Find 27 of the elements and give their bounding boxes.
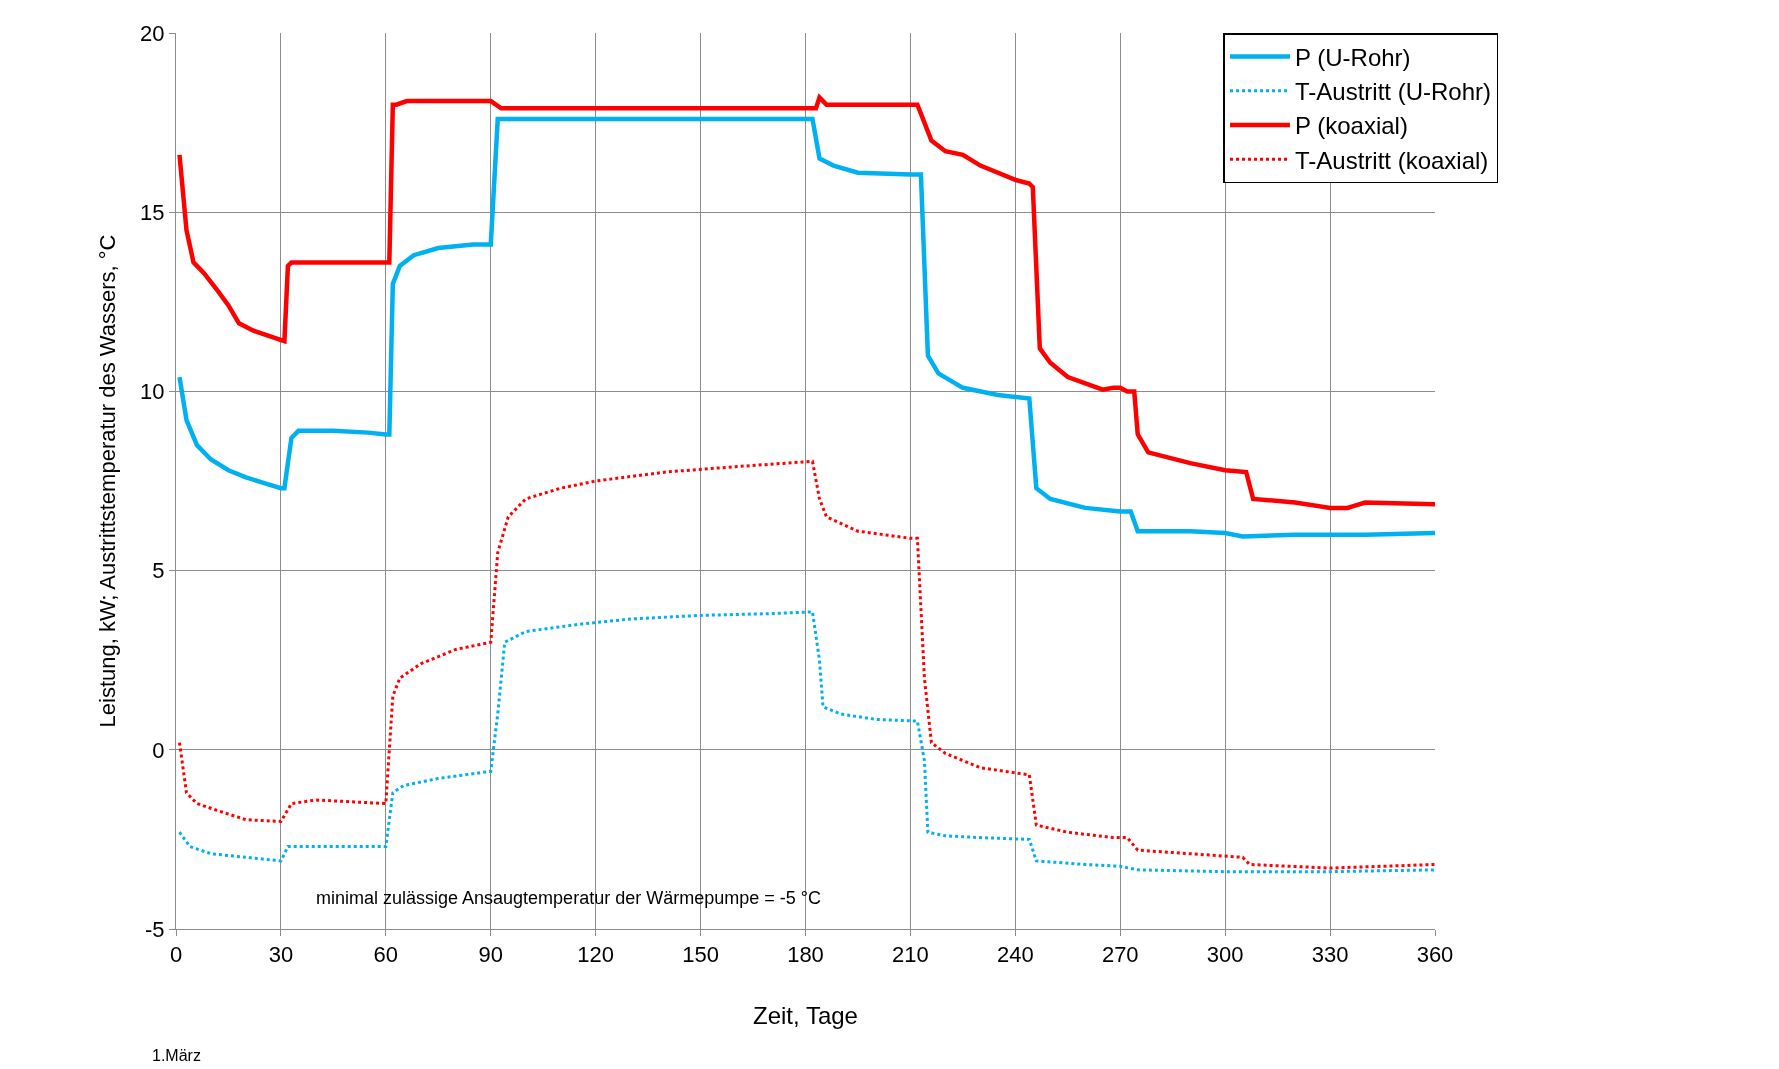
x-tick-label: 270 [1101,942,1139,968]
x-tick-label: 330 [1311,942,1349,968]
y-tick-label: 20 [140,20,165,46]
legend-label: T-Austritt (U-Rohr) [1294,78,1491,106]
y-axis-title: Leistung, kW; Austrittstemperatur des Wassers, °C [94,234,120,728]
legend-label: P (U-Rohr) [1294,43,1411,71]
annotation: minimal zulässige Ansaugtemperatur der Wärmepumpe = -5 °C [316,888,821,908]
x-tick-label: 180 [787,942,824,968]
y-tick-label: 10 [140,379,165,405]
x-tick-label: 0 [169,942,183,968]
x-tick-label: 90 [478,942,503,968]
x-tick-label: 60 [373,942,399,968]
legend-label: P (koaxial) [1294,112,1408,140]
legend-label: T-Austritt (koaxial) [1294,146,1489,174]
x-tick-label: 240 [996,942,1034,968]
y-tick-label: 5 [152,558,165,584]
x-tick-label: 150 [682,942,719,968]
x-tick-label: 30 [268,942,294,968]
x-tick-label: 360 [1416,942,1454,968]
x-tick-label: 300 [1206,942,1244,968]
y-tick-label: 0 [152,737,165,763]
y-tick-label: 15 [140,199,165,225]
text: 1.März [152,1047,201,1064]
y-tick-label: -5 [145,916,165,942]
x-tick-label: 120 [577,942,615,968]
x-axis-title: Zeit, Tage [753,1001,858,1029]
x-tick-label: 210 [892,942,929,968]
